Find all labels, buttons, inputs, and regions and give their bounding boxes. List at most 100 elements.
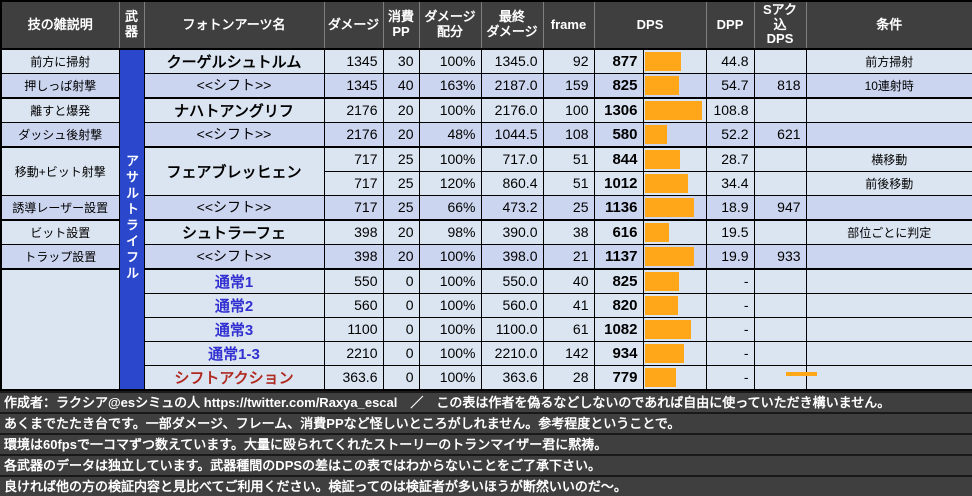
dps-bar [644,124,667,144]
footer-note-method: 環境は60fpsで一コマずつ数えています。大量に殴られてくれたストーリーのトラン… [0,432,972,454]
cell-condition [805,340,972,366]
cell-pa-name: ナハトアングリフ [143,96,325,123]
cell-condition: 前方掃射 [805,48,972,74]
table-row: 移動+ビット射撃 フェアブレッヒェン 717 25 100% 717.0 51 844 28.7… [0,145,972,196]
cell-dpp: - [705,316,755,342]
cell-condition [805,364,972,391]
cell-final-damage: 2210.0 [480,340,544,366]
cell-skill-description: 誘導レーザー設置 [0,194,120,221]
dps-bar [644,51,682,71]
cell-dps-bar [642,218,707,245]
dps-bar [644,367,677,387]
table-body: 前方に掃射 アサルトライフル クーゲルシュトルム 1345 30 100% 1345.0 92… [0,48,972,391]
cell-dps-bar [642,292,707,318]
cell-dps-value: 580 [593,121,644,148]
cell-frame: 142 [542,340,595,366]
cell-frame: 51 [542,170,595,196]
cell-dps-value: 877 [593,48,644,74]
cell-frame: 41 [542,292,595,318]
cell-damage-ratio: 120% [418,170,482,196]
cell-condition [805,243,972,270]
cell-damage: 560 [323,292,384,318]
cell-damage-ratio: 100% [418,292,482,318]
weapon-label: アサルトライフル [124,153,139,282]
cell-frame: 28 [542,364,595,391]
cell-sdps [753,316,807,342]
cell-pp-cost: 40 [382,72,420,99]
cell-sdps [753,267,807,294]
col-header-dps: DPS [593,1,707,50]
cell-skill-description: ダッシュ後射撃 [0,121,120,148]
cell-sdps [753,96,807,123]
cell-final-damage: 2187.0 [480,72,544,99]
cell-damage-ratio: 100% [418,316,482,342]
cell-pp-cost: 0 [382,292,420,318]
col-header-condition: 条件 [805,1,972,50]
cell-damage: 550 [323,267,384,294]
cell-skill-description: 移動+ビット射撃 [0,145,120,196]
cell-final-damage: 550.0 [480,267,544,294]
dps-bar [644,197,694,217]
col-header-skill-description: 技の雑説明 [1,1,119,50]
cell-final-damage: 1100.0 [480,316,544,342]
cell-damage: 2176 [323,96,384,123]
cell-dps-bar [642,316,707,342]
table-row: 前方に掃射 アサルトライフル クーゲルシュトルム 1345 30 100% 1345.0 92… [0,48,972,391]
cell-frame: 92 [542,48,595,74]
cell-dps-bar [642,145,707,172]
dps-bar [644,100,702,120]
table-row: 誘導レーザー設置 <<シフト>> 717 25 66% 473.2 25 1136 18.9 94… [0,194,972,221]
cell-pp-cost: 30 [382,48,420,74]
cell-dps-value: 1137 [593,243,644,270]
cell-pp-cost: 20 [382,243,420,270]
col-header-weapon: 武 器 [118,1,144,50]
cell-dps-bar [642,72,707,99]
cell-frame: 25 [542,194,595,221]
cell-sdps [753,218,807,245]
pa-dps-table: 技の雑説明 武 器 フォトンアーツ名 ダメージ 消費 PP ダメージ 配分 最終… [0,0,972,391]
cell-damage: 2210 [323,340,384,366]
dps-bar [644,173,688,193]
col-header-damage-ratio: ダメージ 配分 [418,1,481,50]
cell-dps-value: 1012 [593,170,644,196]
cell-dpp: - [705,292,755,318]
cell-dps-bar [642,243,707,270]
cell-dps-value: 1136 [593,194,644,221]
table-row: 通常3 1100 0 100% 1100.0 61 1082 - [1,316,972,342]
cell-sdps [753,145,807,172]
cell-dps-value: 1306 [593,96,644,123]
dps-bar [644,222,669,242]
cell-pp-cost: 25 [382,194,420,221]
cell-condition [805,96,972,123]
stray-orange-marker [786,372,817,376]
cell-damage-ratio: 100% [418,364,482,391]
cell-dpp: 54.7 [705,72,755,99]
cell-condition [805,316,972,342]
cell-damage: 1345 [323,48,384,74]
cell-pp-cost: 0 [382,316,420,342]
table-row: 離すと爆発 ナハトアングリフ 2176 20 100% 2176.0 100 1306 108.… [0,96,972,123]
cell-pa-name: 通常1 [143,267,325,294]
cell-damage-ratio: 48% [418,121,482,148]
cell-sdps: 947 [753,194,807,221]
cell-final-damage: 860.4 [480,170,544,196]
cell-pa-name: 通常2 [143,292,325,318]
cell-final-damage: 390.0 [480,218,544,245]
cell-dpp: 18.9 [705,194,755,221]
cell-frame: 21 [542,243,595,270]
cell-frame: 61 [542,316,595,342]
cell-sdps [753,364,807,391]
cell-condition: 10連射時 [805,72,972,99]
table-row: ビット設置 シュトラーフェ 398 20 98% 390.0 38 616 19.5 部位ごとに判… [0,218,972,245]
footer-notes: 作成者：ラクシア@esシミュの人 https://twitter.com/Rax… [0,390,972,496]
cell-skill-description: 前方に掃射 [0,48,120,74]
cell-damage: 398 [323,218,384,245]
dps-bar [644,295,679,315]
table-row: トラップ設置 <<シフト>> 398 20 100% 398.0 21 1137 19.9 933 [0,243,972,270]
col-header-pa-name: フォトンアーツ名 [143,1,324,50]
table-row: 押しっぱ射撃 <<シフト>> 1345 40 163% 2187.0 159 825 54.7 8… [0,72,972,99]
table-row: 通常2 560 0 100% 560.0 41 820 - [1,292,972,318]
cell-pa-name: 通常3 [143,316,325,342]
cell-pp-cost: 25 [382,145,420,172]
cell-damage-ratio: 163% [418,72,482,99]
